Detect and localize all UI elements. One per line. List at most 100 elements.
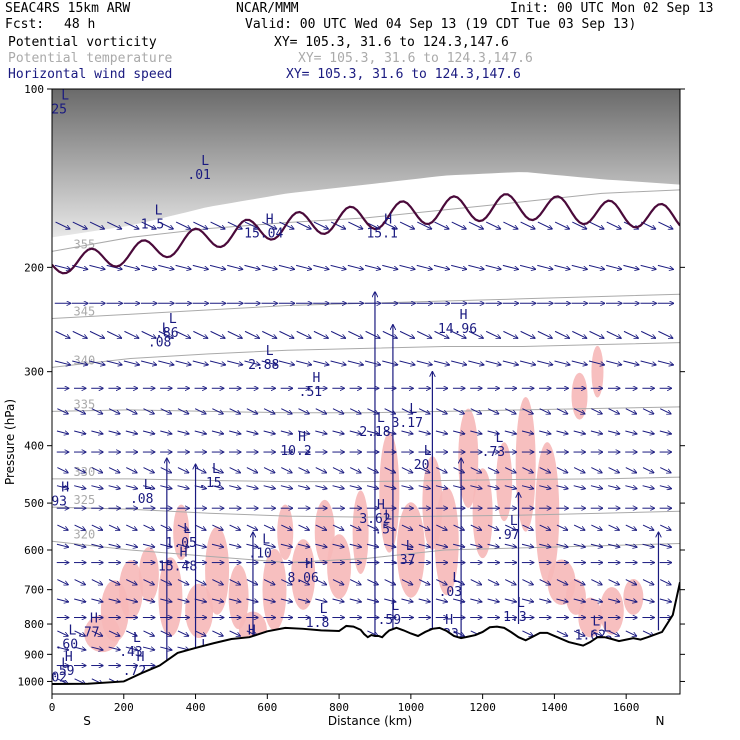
wind-vector bbox=[280, 486, 293, 489]
wind-vector bbox=[347, 264, 364, 269]
wind-vector bbox=[91, 599, 103, 602]
wind-vector bbox=[332, 431, 345, 434]
wind-vector bbox=[229, 630, 241, 636]
wind-vector bbox=[556, 579, 568, 585]
wind-vector bbox=[453, 579, 465, 585]
hl-value: .77 bbox=[76, 626, 99, 641]
wind-vector bbox=[453, 486, 465, 489]
wind-vector bbox=[434, 221, 449, 229]
wind-vector bbox=[143, 467, 154, 473]
wind-vector bbox=[348, 330, 362, 338]
wind-vector bbox=[401, 579, 413, 585]
wind-vector bbox=[470, 467, 482, 473]
theta-isentrope bbox=[52, 506, 680, 518]
y-tick-label: 700 bbox=[24, 584, 44, 597]
hl-symbol: L bbox=[592, 615, 600, 630]
y-tick-label: 500 bbox=[24, 497, 44, 510]
wind-vector bbox=[160, 524, 172, 530]
wind-vector bbox=[367, 408, 378, 414]
wind-vector bbox=[573, 599, 586, 602]
wind-vector bbox=[399, 330, 414, 338]
high-low-labels: L1.5L.01H15.04H15.1H14.96L.86L.08L2.88H.… bbox=[51, 89, 613, 685]
x-tick-label: 1600 bbox=[613, 701, 640, 714]
wind-vector bbox=[590, 599, 603, 602]
hl-symbol: L bbox=[162, 321, 170, 336]
hl-symbol: H bbox=[377, 498, 385, 513]
wind-vector bbox=[74, 408, 86, 414]
wind-vector bbox=[261, 264, 278, 269]
hl-value: 15.1 bbox=[366, 226, 397, 241]
wind-vector bbox=[591, 579, 602, 585]
wind-vector bbox=[522, 408, 533, 414]
wind-vector bbox=[640, 360, 657, 365]
wind-vector bbox=[539, 544, 551, 547]
hl-value: .51 bbox=[299, 385, 322, 400]
wind-vector bbox=[504, 524, 516, 530]
hl-symbol: H bbox=[460, 308, 468, 323]
y-tick-label: 400 bbox=[24, 440, 44, 453]
wind-vector bbox=[74, 579, 86, 585]
wind-vector bbox=[74, 544, 86, 547]
wind-vector bbox=[589, 221, 604, 229]
wind-vector bbox=[107, 330, 121, 338]
hl-symbol: L bbox=[406, 539, 414, 554]
wind-vector bbox=[417, 330, 431, 338]
hl-value: .59 bbox=[51, 664, 74, 679]
wind-vector bbox=[382, 360, 398, 365]
wind-vector bbox=[349, 486, 362, 489]
hl-symbol: L bbox=[201, 154, 209, 169]
wind-vector bbox=[470, 431, 482, 434]
wind-vector bbox=[504, 544, 517, 547]
wind-vector bbox=[658, 221, 672, 229]
wind-vector bbox=[504, 431, 517, 434]
wind-vector bbox=[485, 360, 502, 365]
wind-vector bbox=[315, 544, 327, 547]
wind-vector bbox=[229, 579, 241, 585]
wind-vector bbox=[556, 431, 568, 434]
wind-vector bbox=[608, 467, 620, 473]
wind-vector bbox=[657, 360, 674, 365]
hl-symbol: H bbox=[137, 650, 145, 665]
hl-symbol: L bbox=[603, 621, 611, 636]
wind-vector bbox=[608, 599, 620, 602]
header-fcst-label: Fcst: bbox=[5, 17, 45, 32]
wind-vector bbox=[539, 486, 551, 489]
wind-vector bbox=[504, 599, 517, 602]
wind-vector bbox=[143, 579, 154, 585]
wind-vector bbox=[453, 630, 465, 636]
hl-value: .73 bbox=[482, 445, 505, 460]
wind-vector bbox=[313, 221, 328, 229]
wind-vector bbox=[160, 579, 172, 585]
wind-vector bbox=[177, 431, 190, 434]
wind-vector bbox=[313, 360, 329, 365]
header-org: NCAR/MMM bbox=[236, 1, 299, 16]
wind-vector bbox=[606, 330, 621, 338]
wind-vector bbox=[572, 330, 586, 338]
wind-vector bbox=[281, 579, 292, 585]
hl-value: 3.62 bbox=[359, 512, 390, 527]
wind-vector bbox=[556, 408, 568, 414]
wind-vector bbox=[315, 524, 327, 530]
wind-vector bbox=[659, 486, 672, 489]
hl-symbol: L bbox=[510, 514, 518, 529]
wind-vector bbox=[436, 524, 447, 530]
wind-vector bbox=[313, 264, 329, 269]
wind-vector bbox=[487, 486, 500, 489]
wind-vector bbox=[522, 579, 533, 585]
wind-vector bbox=[262, 330, 276, 338]
wind-vector bbox=[418, 524, 430, 530]
wind-vector bbox=[194, 524, 206, 530]
wind-vector bbox=[108, 431, 121, 434]
wind-vector bbox=[246, 579, 258, 585]
wind-vector bbox=[158, 330, 173, 338]
theta-isentrope bbox=[52, 293, 680, 320]
x-axis: 0 200 400 600 800 1000 1200 1400 1600 bbox=[49, 694, 640, 714]
wind-vector bbox=[485, 264, 502, 269]
wind-vector bbox=[401, 486, 413, 489]
wind-vector bbox=[399, 221, 414, 229]
hl-symbol: L bbox=[320, 602, 328, 617]
wind-vector bbox=[244, 330, 259, 338]
wind-vector bbox=[485, 330, 500, 338]
wind-vector bbox=[194, 544, 207, 547]
wind-vector bbox=[625, 524, 637, 530]
